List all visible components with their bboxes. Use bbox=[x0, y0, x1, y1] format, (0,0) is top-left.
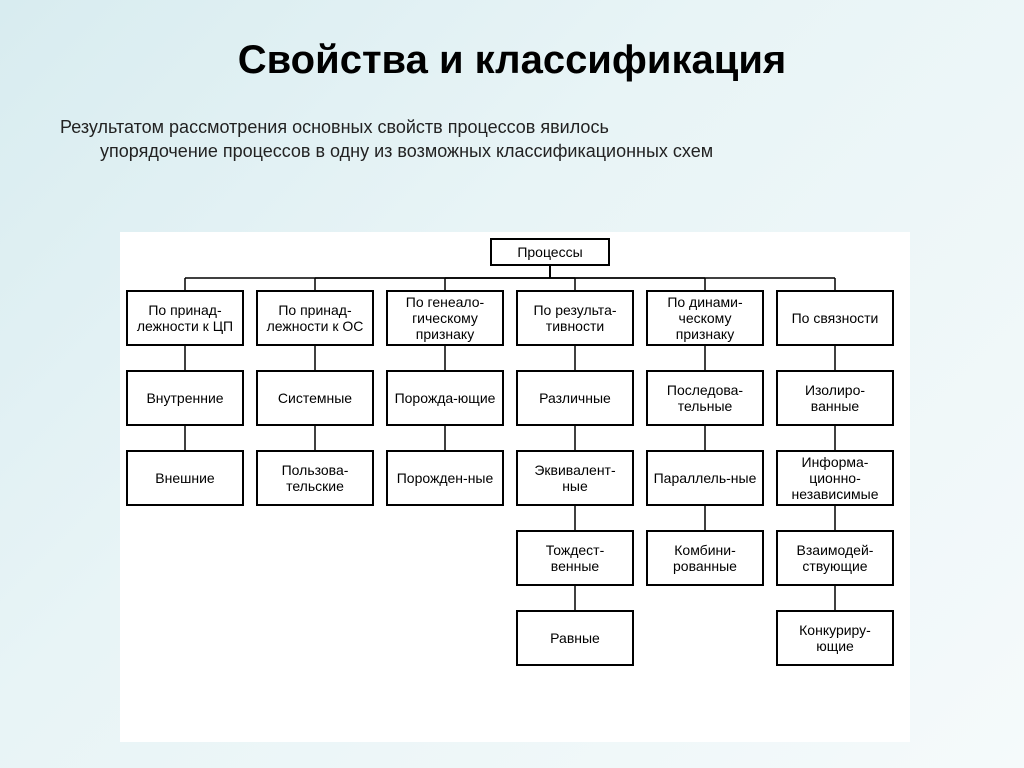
node-c5: По связности bbox=[776, 290, 894, 346]
node-r2_4: Параллель-ные bbox=[646, 450, 764, 506]
node-r1_2: Порожда-ющие bbox=[386, 370, 504, 426]
node-r2_5: Информа-ционно-независимые bbox=[776, 450, 894, 506]
node-r4_3: Равные bbox=[516, 610, 634, 666]
node-r1_5: Изолиро-ванные bbox=[776, 370, 894, 426]
node-r2_1: Пользова-тельские bbox=[256, 450, 374, 506]
subtitle-line-1: Результатом рассмотрения основных свойст… bbox=[60, 117, 609, 137]
node-r1_3: Различные bbox=[516, 370, 634, 426]
node-c3: По результа-тивности bbox=[516, 290, 634, 346]
node-r2_0: Внешние bbox=[126, 450, 244, 506]
node-r2_3: Эквивалент-ные bbox=[516, 450, 634, 506]
node-r3_4: Комбини-рованные bbox=[646, 530, 764, 586]
node-r1_1: Системные bbox=[256, 370, 374, 426]
node-r3_3: Тождест-венные bbox=[516, 530, 634, 586]
slide-subtitle: Результатом рассмотрения основных свойст… bbox=[0, 83, 1024, 164]
node-r1_0: Внутренние bbox=[126, 370, 244, 426]
node-r4_5: Конкуриру-ющие bbox=[776, 610, 894, 666]
subtitle-line-2: упорядочение процессов в одну из возможн… bbox=[60, 139, 964, 163]
node-r1_4: Последова-тельные bbox=[646, 370, 764, 426]
classification-diagram: Процессы По принад-лежности к ЦППо принад… bbox=[120, 232, 910, 742]
node-c2: По генеало-гическому признаку bbox=[386, 290, 504, 346]
slide-title: Свойства и классификация bbox=[0, 0, 1024, 83]
node-c1: По принад-лежности к ОС bbox=[256, 290, 374, 346]
node-c0: По принад-лежности к ЦП bbox=[126, 290, 244, 346]
node-root: Процессы bbox=[490, 238, 610, 266]
node-r2_2: Порожден-ные bbox=[386, 450, 504, 506]
node-r3_5: Взаимодей-ствующие bbox=[776, 530, 894, 586]
node-c4: По динами-ческому признаку bbox=[646, 290, 764, 346]
